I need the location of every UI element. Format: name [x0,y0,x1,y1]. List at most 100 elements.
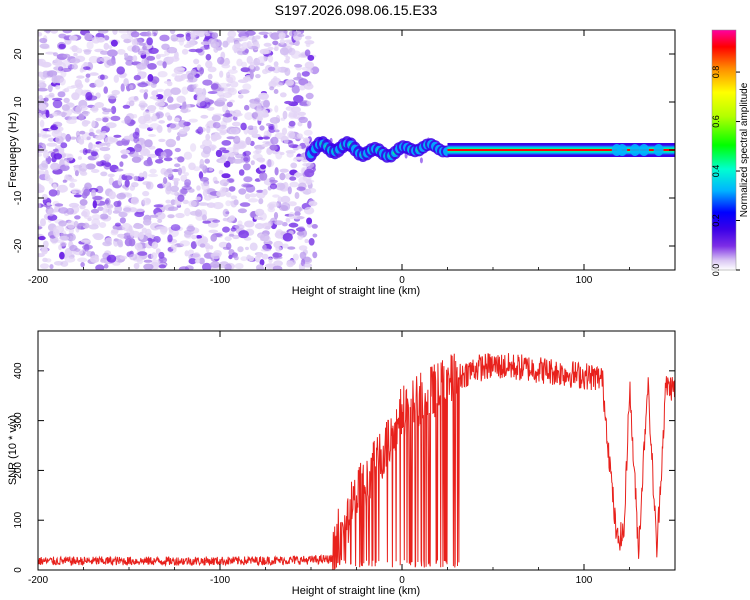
noise-speckle [143,263,154,270]
noise-speckle [41,246,48,255]
noise-speckle [273,61,279,67]
noise-speckle [219,159,227,164]
noise-speckle [124,238,133,247]
noise-speckle [103,42,110,50]
noise-speckle [307,187,317,194]
onset-region [305,136,453,164]
noise-speckle [272,265,283,270]
noise-speckle [240,256,248,262]
noise-speckle [83,62,89,67]
noise-speckle [133,223,144,229]
noise-speckle [244,112,254,121]
noise-speckle [261,143,269,148]
noise-speckle [177,156,185,163]
noise-speckle [170,224,181,231]
noise-speckle [88,142,94,151]
noise-speckle [282,243,289,249]
snr-ytick-label: 0 [13,567,24,573]
noise-speckle [45,258,52,263]
noise-speckle [124,179,130,188]
noise-speckle [297,145,302,150]
noise-speckle [237,47,246,52]
noise-speckle [59,241,67,247]
noise-speckle [294,211,301,217]
noise-speckle [188,118,198,123]
noise-speckle [265,123,272,127]
noise-speckle [91,144,96,150]
noise-speckle [238,89,250,94]
noise-speckle [79,130,86,135]
noise-speckle [217,56,225,65]
noise-speckle [75,83,84,89]
noise-speckle [304,49,311,57]
noise-speckle [240,67,250,73]
noise-speckle [297,33,305,37]
noise-speckle [250,160,255,166]
noise-speckle [205,53,212,61]
noise-speckle [116,140,124,146]
noise-speckle [256,103,262,113]
noise-speckle [267,159,272,168]
noise-speckle [191,234,197,240]
snr-panel: -200 -100 0 100 0 100 200 300 400 Height of stra… [7,330,676,597]
noise-speckle [199,177,209,182]
noise-speckle [212,202,224,210]
noise-speckle [285,40,294,48]
noise-speckle [58,220,67,227]
spectrogram-xtick-label: -100 [210,275,230,286]
noise-speckle [95,161,102,166]
noise-speckle [102,241,112,247]
noise-speckle [38,170,46,175]
noise-speckle [94,79,104,88]
noise-speckle [147,153,157,158]
noise-speckle [123,175,133,181]
tone-dropout-blob [629,144,640,156]
tone-dropout-blob [617,144,628,156]
noise-speckle [129,120,136,125]
noise-speckle [162,61,167,69]
noise-speckle [82,244,93,250]
noise-speckle [52,183,57,190]
noise-speckle [304,256,311,263]
noise-speckle [69,182,75,188]
noise-speckle [288,201,297,207]
noise-speckle [294,136,305,140]
noise-speckle [239,36,249,42]
noise-speckle [48,177,54,185]
noise-speckle [291,85,300,94]
noise-speckle [47,137,55,142]
noise-speckle [294,192,300,199]
noise-speckle [282,232,293,242]
noise-speckle [71,92,80,101]
snr-xtick-label: 100 [576,575,593,586]
noise-speckle [188,76,198,83]
noise-speckle [66,86,76,89]
noise-speckle [38,31,43,37]
noise-speckle [199,243,206,248]
noise-speckle [285,56,291,61]
noise-speckle [224,236,232,242]
colorbar-tick-label: 0.4 [711,165,721,178]
spectrogram-ytick-label: -10 [13,190,24,205]
noise-speckle [263,99,270,109]
noise-speckle [131,156,142,163]
noise-speckle [210,234,217,242]
noise-speckle [155,111,164,119]
noise-speckle [208,229,219,234]
noise-speckle [149,168,157,174]
noise-speckle [280,202,291,211]
noise-speckle [219,131,227,136]
noise-speckle [207,221,219,228]
noise-speckle [193,87,204,94]
noise-speckle [205,33,211,37]
noise-speckle [57,66,64,72]
noise-speckle [138,42,146,46]
noise-speckle [103,86,108,94]
noise-speckle [293,95,304,103]
noise-speckle [95,264,105,270]
noise-speckle [89,255,100,263]
noise-speckle [60,142,68,149]
noise-speckle [82,120,91,125]
noise-speckle [206,202,216,208]
spectrogram-ytick-label: 10 [13,96,24,108]
